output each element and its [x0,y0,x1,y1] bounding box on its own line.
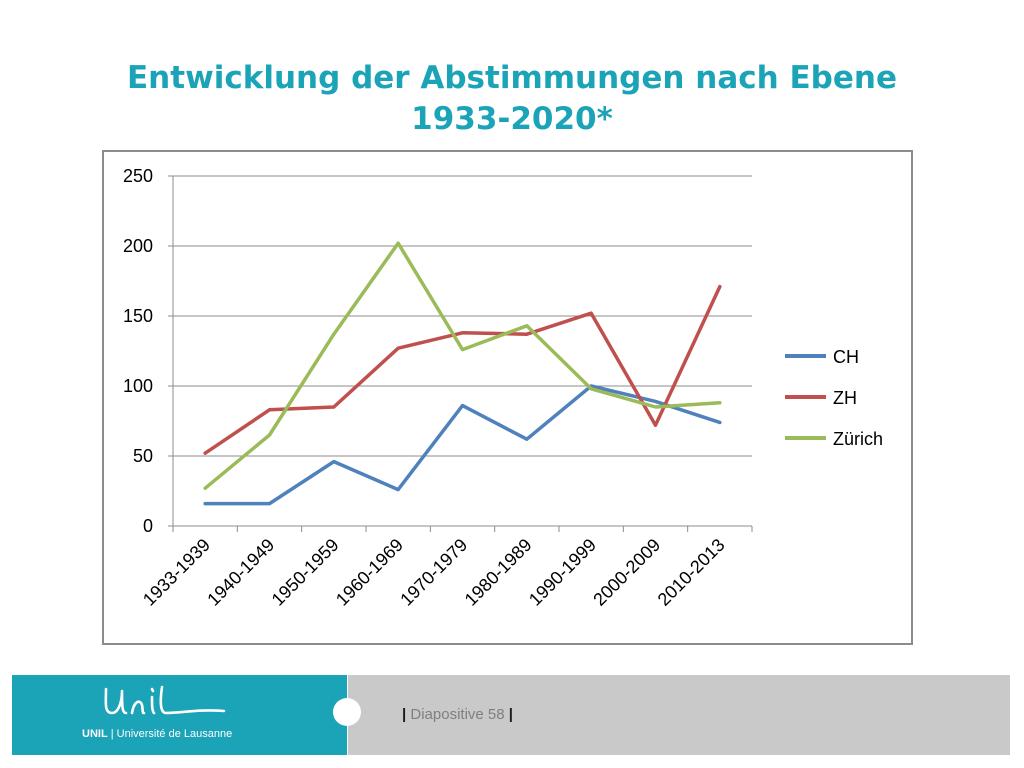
y-tick-label: 50 [133,446,153,466]
y-tick-labels: 0 50 100 150 200 250 [123,166,153,536]
data-point [525,324,529,328]
footer-divider-dot [333,698,361,726]
data-point [589,387,593,391]
data-point [268,408,271,412]
data-point [332,332,336,336]
data-point [396,346,400,350]
slide-title-line1: Entwicklung der Abstimmungen nach Ebene [127,60,897,96]
data-point [654,399,657,403]
data-point [332,460,336,464]
data-point [203,451,207,455]
x-tick-labels: 1933-19391940-19491950-19591960-19691970… [139,535,729,610]
y-tick-label: 150 [123,306,153,326]
unil-logo-script [104,685,226,715]
data-point [461,404,464,408]
x-tick-label: 2010-2013 [654,535,729,610]
data-point [203,502,207,506]
slide-number: | Diapositive 58 | [402,706,513,723]
data-point [396,488,400,492]
data-point [461,348,464,352]
x-tick-label: 1980-1989 [461,535,536,610]
x-tick-label: 1960-1969 [332,535,407,610]
series-line [203,284,722,455]
footer-info-panel [348,675,1010,755]
data-point [461,331,464,335]
data-point [268,433,271,437]
series-line [203,241,722,490]
data-point [396,241,400,245]
chart-series [203,241,722,506]
y-tick-label: 100 [123,376,153,396]
legend-label: ZH [833,388,857,408]
chart-axes [168,175,753,532]
data-point [268,502,271,506]
chart-gridlines [173,175,752,457]
data-point [525,332,529,336]
slide-title-line2: 1933-2020* [411,101,613,137]
x-tick-label: 1933-1939 [139,535,214,610]
footer-brand-panel [12,675,347,755]
legend-label: Zürich [833,429,883,449]
y-tick-label: 0 [143,516,153,536]
y-tick-label: 250 [123,166,153,186]
data-point [718,285,722,289]
legend-label: CH [833,347,859,367]
footer-org-bold: UNIL [82,728,108,740]
y-tick-label: 200 [123,236,153,256]
x-tick-label: 1940-1949 [203,535,278,610]
x-tick-label: 1950-1959 [268,535,343,610]
data-point [654,405,657,409]
series-zh [203,284,722,455]
series-ch [203,384,722,506]
data-point [203,486,207,490]
chart-legend: CH ZH Zürich [785,347,883,449]
data-point [525,437,529,441]
footer-org-rest: | Université de Lausanne [107,728,233,740]
slide-number-bar-left: | [402,706,407,723]
slide-number-label: Diapositive 58 [410,706,505,723]
data-point [654,423,657,427]
data-point [718,420,722,424]
data-point [589,311,593,315]
footer-org-text: UNIL | Université de Lausanne [82,728,232,740]
data-point [718,401,722,405]
x-tick-label: 1970-1979 [396,535,471,610]
x-tick-label: 2000-2009 [589,535,664,610]
chart-frame [102,150,913,645]
slide-number-bar-right: | [508,706,513,723]
data-point [332,405,336,409]
x-tick-label: 1990-1999 [525,535,600,610]
series-zürich [203,241,722,490]
